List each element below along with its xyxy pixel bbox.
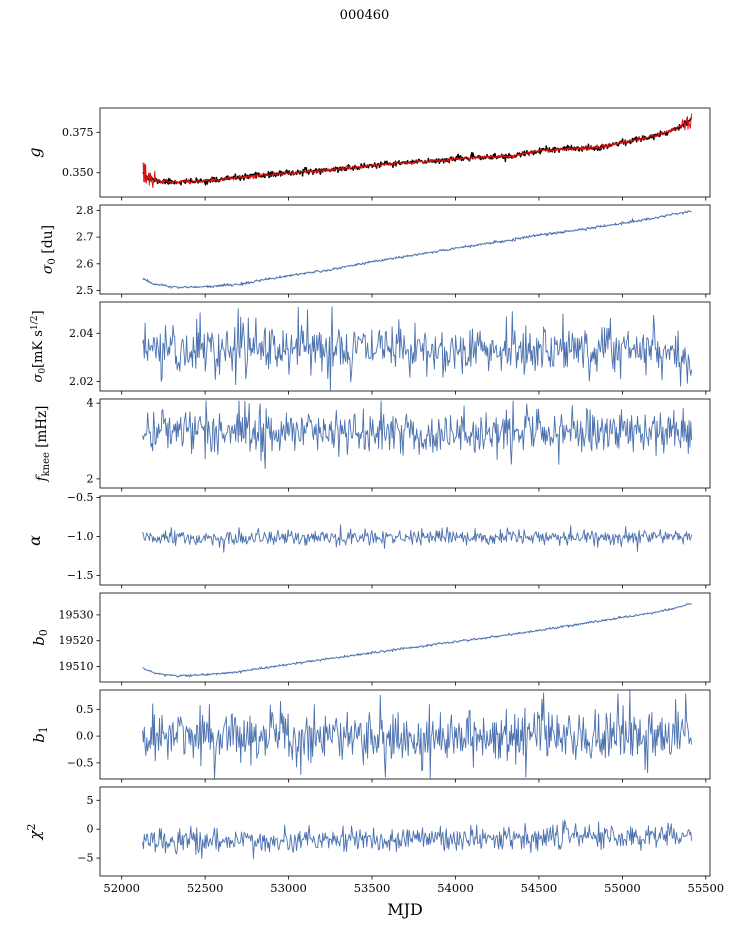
panel-b1: 0.5 0.0 −0.5 b1 bbox=[30, 689, 711, 783]
y-axis-ticks-b1: 0.5 0.0 −0.5 bbox=[67, 703, 100, 769]
y-tick-label: 2.7 bbox=[76, 231, 94, 244]
series-sigma0-du bbox=[142, 210, 692, 289]
x-tick-label: 53000 bbox=[270, 881, 307, 895]
series-g-base bbox=[142, 117, 693, 186]
series-b0 bbox=[142, 603, 692, 678]
ylabel-f_knee: fknee [mHz] bbox=[34, 406, 52, 483]
y-axis-ticks-g: 0.350 0.375 bbox=[62, 126, 100, 179]
x-axis-ticks-f_knee bbox=[121, 488, 707, 492]
y-tick-label: 0.5 bbox=[76, 703, 94, 716]
y-axis-ticks-sigma0_du: 2.5 2.6 2.7 2.8 bbox=[76, 204, 100, 297]
ylabel-alpha: α bbox=[25, 535, 44, 546]
ylabel-chi2: χ2 bbox=[25, 823, 44, 840]
x-axis-ticks-b0 bbox=[121, 682, 707, 686]
ylabel-sigma0_du: σ0 [du] bbox=[40, 225, 58, 274]
y-axis-ticks-alpha: −0.5 −1.0 −1.5 bbox=[67, 491, 100, 582]
x-tick-label: 52500 bbox=[187, 881, 224, 895]
panel-frame bbox=[99, 592, 711, 683]
y-tick-label: 19510 bbox=[59, 660, 94, 673]
x-tick-labels: 52000 52500 53000 53500 54000 54500 55000 55500 bbox=[103, 881, 724, 895]
x-tick-label: 52000 bbox=[103, 881, 140, 895]
y-tick-label: 19530 bbox=[59, 608, 94, 621]
panel-chi2: 5 0 −5 χ2 bbox=[25, 786, 711, 880]
panel-alpha: −0.5 −1.0 −1.5 α bbox=[25, 491, 711, 589]
x-axis-ticks-sigma0_du bbox=[121, 294, 707, 298]
x-tick-label: 54500 bbox=[521, 881, 558, 895]
y-tick-label: 0.350 bbox=[62, 166, 94, 179]
y-tick-label: 2.04 bbox=[69, 327, 94, 340]
x-tick-label: 55500 bbox=[688, 881, 725, 895]
y-tick-label: 0.0 bbox=[76, 730, 94, 743]
panel-frame bbox=[99, 204, 711, 295]
panel-frame bbox=[99, 786, 711, 877]
series-f-knee bbox=[142, 400, 693, 470]
y-tick-label: 2.02 bbox=[69, 375, 94, 388]
y-tick-label: 4 bbox=[87, 397, 94, 410]
y-axis-ticks-chi2: 5 0 −5 bbox=[77, 794, 100, 865]
y-tick-label: −0.5 bbox=[67, 756, 94, 769]
x-tick-label: 55000 bbox=[604, 881, 641, 895]
panel-frame bbox=[99, 689, 711, 780]
series-chi2 bbox=[142, 819, 693, 860]
figure-title: 000460 bbox=[339, 8, 390, 23]
x-axis-ticks-chi2 bbox=[121, 876, 707, 880]
y-tick-label: −1.5 bbox=[67, 569, 94, 582]
series-sigma0-mk bbox=[142, 306, 693, 391]
y-tick-label: 2 bbox=[87, 472, 94, 485]
panel-frame bbox=[99, 107, 711, 198]
y-axis-ticks-b0: 19510 19520 19530 bbox=[59, 608, 100, 673]
y-tick-label: −1.0 bbox=[67, 530, 94, 543]
panel-sigma0_mk: 2.02 2.04 σ0[mK s1/2] bbox=[30, 301, 711, 395]
panel-g: 0.350 0.375 g bbox=[25, 107, 711, 201]
ylabel-b1: b1 bbox=[30, 726, 50, 743]
series-b1 bbox=[142, 690, 693, 779]
panel-frame bbox=[99, 398, 711, 489]
y-tick-label: −5 bbox=[77, 852, 93, 865]
y-tick-label: 2.8 bbox=[76, 204, 94, 217]
panel-frame bbox=[99, 495, 711, 586]
x-axis-ticks-g bbox=[121, 197, 707, 201]
y-tick-label: 19520 bbox=[59, 634, 94, 647]
series-alpha bbox=[142, 524, 693, 553]
y-tick-label: 5 bbox=[87, 794, 94, 807]
x-axis-label: MJD bbox=[387, 900, 423, 919]
series-g-overlay bbox=[142, 113, 693, 188]
y-tick-label: 0 bbox=[87, 823, 94, 836]
x-tick-label: 53500 bbox=[354, 881, 391, 895]
y-tick-label: 2.5 bbox=[76, 284, 94, 297]
ylabel-b0: b0 bbox=[30, 629, 50, 646]
panel-frame bbox=[99, 301, 711, 392]
x-axis-ticks-alpha bbox=[121, 585, 707, 589]
y-tick-label: 0.375 bbox=[62, 126, 94, 139]
y-tick-label: 2.6 bbox=[76, 257, 94, 270]
panel-sigma0_du: 2.5 2.6 2.7 2.8 σ0 [du] bbox=[40, 204, 711, 298]
y-axis-ticks-f_knee: 24 bbox=[87, 397, 100, 485]
panel-b0: 19510 19520 19530 b0 bbox=[30, 592, 711, 686]
ylabel-g: g bbox=[25, 147, 44, 157]
y-axis-ticks-sigma0_mk: 2.02 2.04 bbox=[69, 327, 100, 388]
y-tick-label: −0.5 bbox=[67, 491, 94, 504]
ylabel-sigma0_mk: σ0[mK s1/2] bbox=[30, 310, 48, 382]
x-axis-ticks-sigma0_mk bbox=[121, 391, 707, 395]
x-axis-ticks-b1 bbox=[121, 779, 707, 783]
x-tick-label: 54000 bbox=[437, 881, 474, 895]
